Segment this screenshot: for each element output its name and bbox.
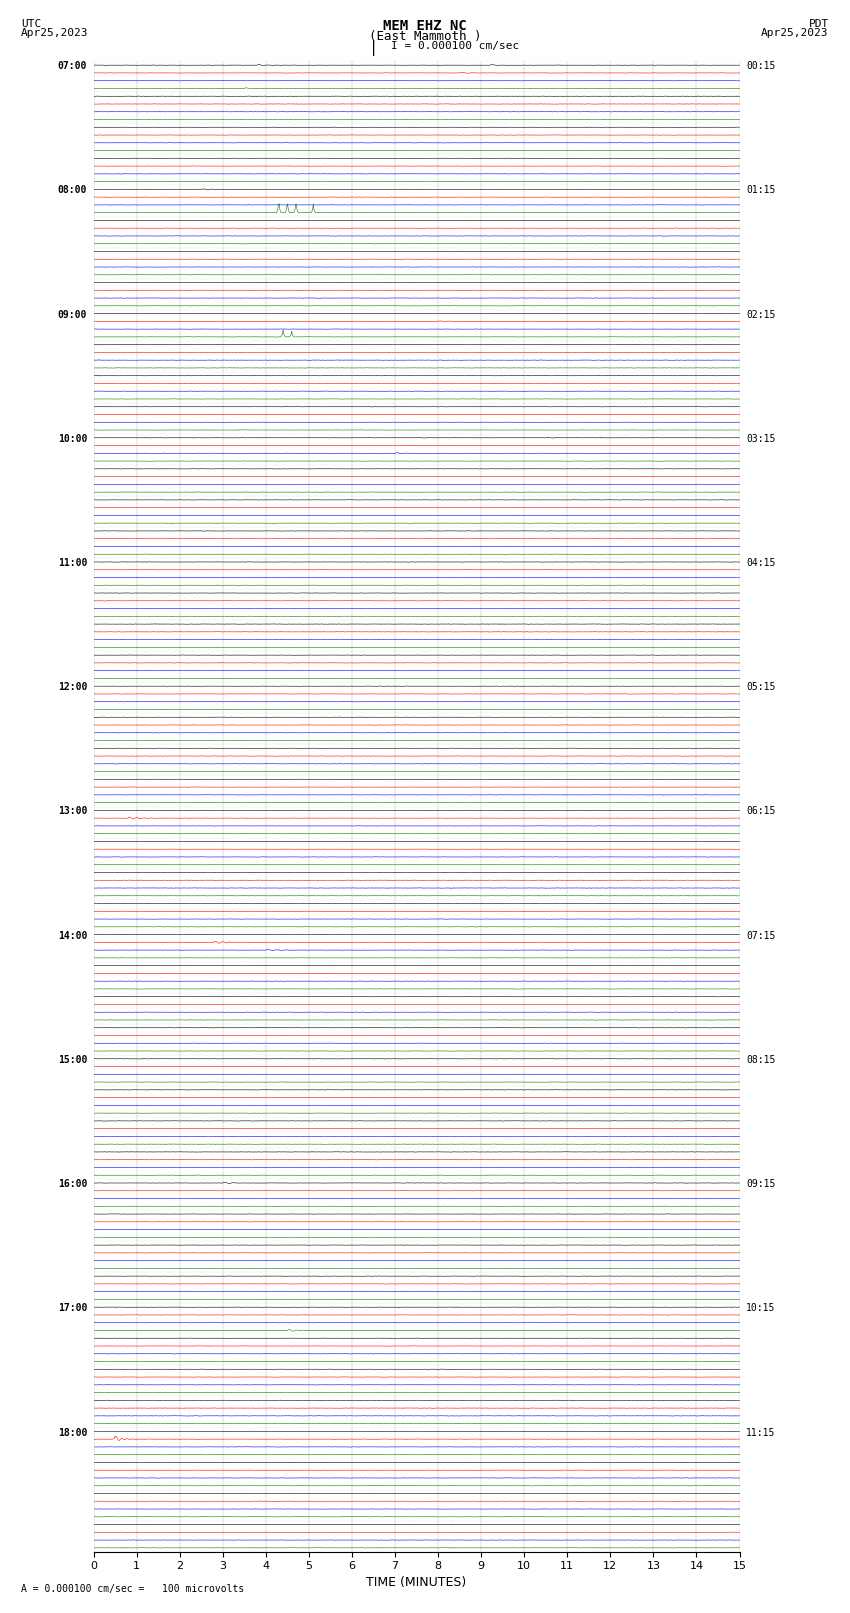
Text: 14:00: 14:00: [58, 931, 87, 940]
X-axis label: TIME (MINUTES): TIME (MINUTES): [366, 1576, 467, 1589]
Text: 17:00: 17:00: [58, 1303, 87, 1313]
Text: I = 0.000100 cm/sec: I = 0.000100 cm/sec: [391, 40, 519, 52]
Text: 11:00: 11:00: [58, 558, 87, 568]
Text: A = 0.000100 cm/sec =   100 microvolts: A = 0.000100 cm/sec = 100 microvolts: [21, 1584, 245, 1594]
Text: 11:15: 11:15: [746, 1428, 775, 1437]
Text: MEM EHZ NC: MEM EHZ NC: [383, 18, 467, 32]
Text: UTC: UTC: [21, 18, 42, 29]
Text: 08:00: 08:00: [58, 185, 87, 195]
Text: 13:00: 13:00: [58, 806, 87, 816]
Text: 03:15: 03:15: [746, 434, 775, 444]
Text: 02:15: 02:15: [746, 310, 775, 319]
Text: 18:00: 18:00: [58, 1428, 87, 1437]
Text: PDT: PDT: [808, 18, 829, 29]
Text: 04:15: 04:15: [746, 558, 775, 568]
Text: 09:15: 09:15: [746, 1179, 775, 1189]
Text: 16:00: 16:00: [58, 1179, 87, 1189]
Text: 15:00: 15:00: [58, 1055, 87, 1065]
Text: 07:15: 07:15: [746, 931, 775, 940]
Text: 08:15: 08:15: [746, 1055, 775, 1065]
Text: Apr25,2023: Apr25,2023: [762, 29, 829, 39]
Text: 06:15: 06:15: [746, 806, 775, 816]
Text: Apr25,2023: Apr25,2023: [21, 29, 88, 39]
Text: |: |: [370, 40, 378, 56]
Text: 00:15: 00:15: [746, 61, 775, 71]
Text: 10:00: 10:00: [58, 434, 87, 444]
Text: 10:15: 10:15: [746, 1303, 775, 1313]
Text: 12:00: 12:00: [58, 682, 87, 692]
Text: (East Mammoth ): (East Mammoth ): [369, 31, 481, 44]
Text: 09:00: 09:00: [58, 310, 87, 319]
Text: 07:00: 07:00: [58, 61, 87, 71]
Text: 01:15: 01:15: [746, 185, 775, 195]
Text: 05:15: 05:15: [746, 682, 775, 692]
